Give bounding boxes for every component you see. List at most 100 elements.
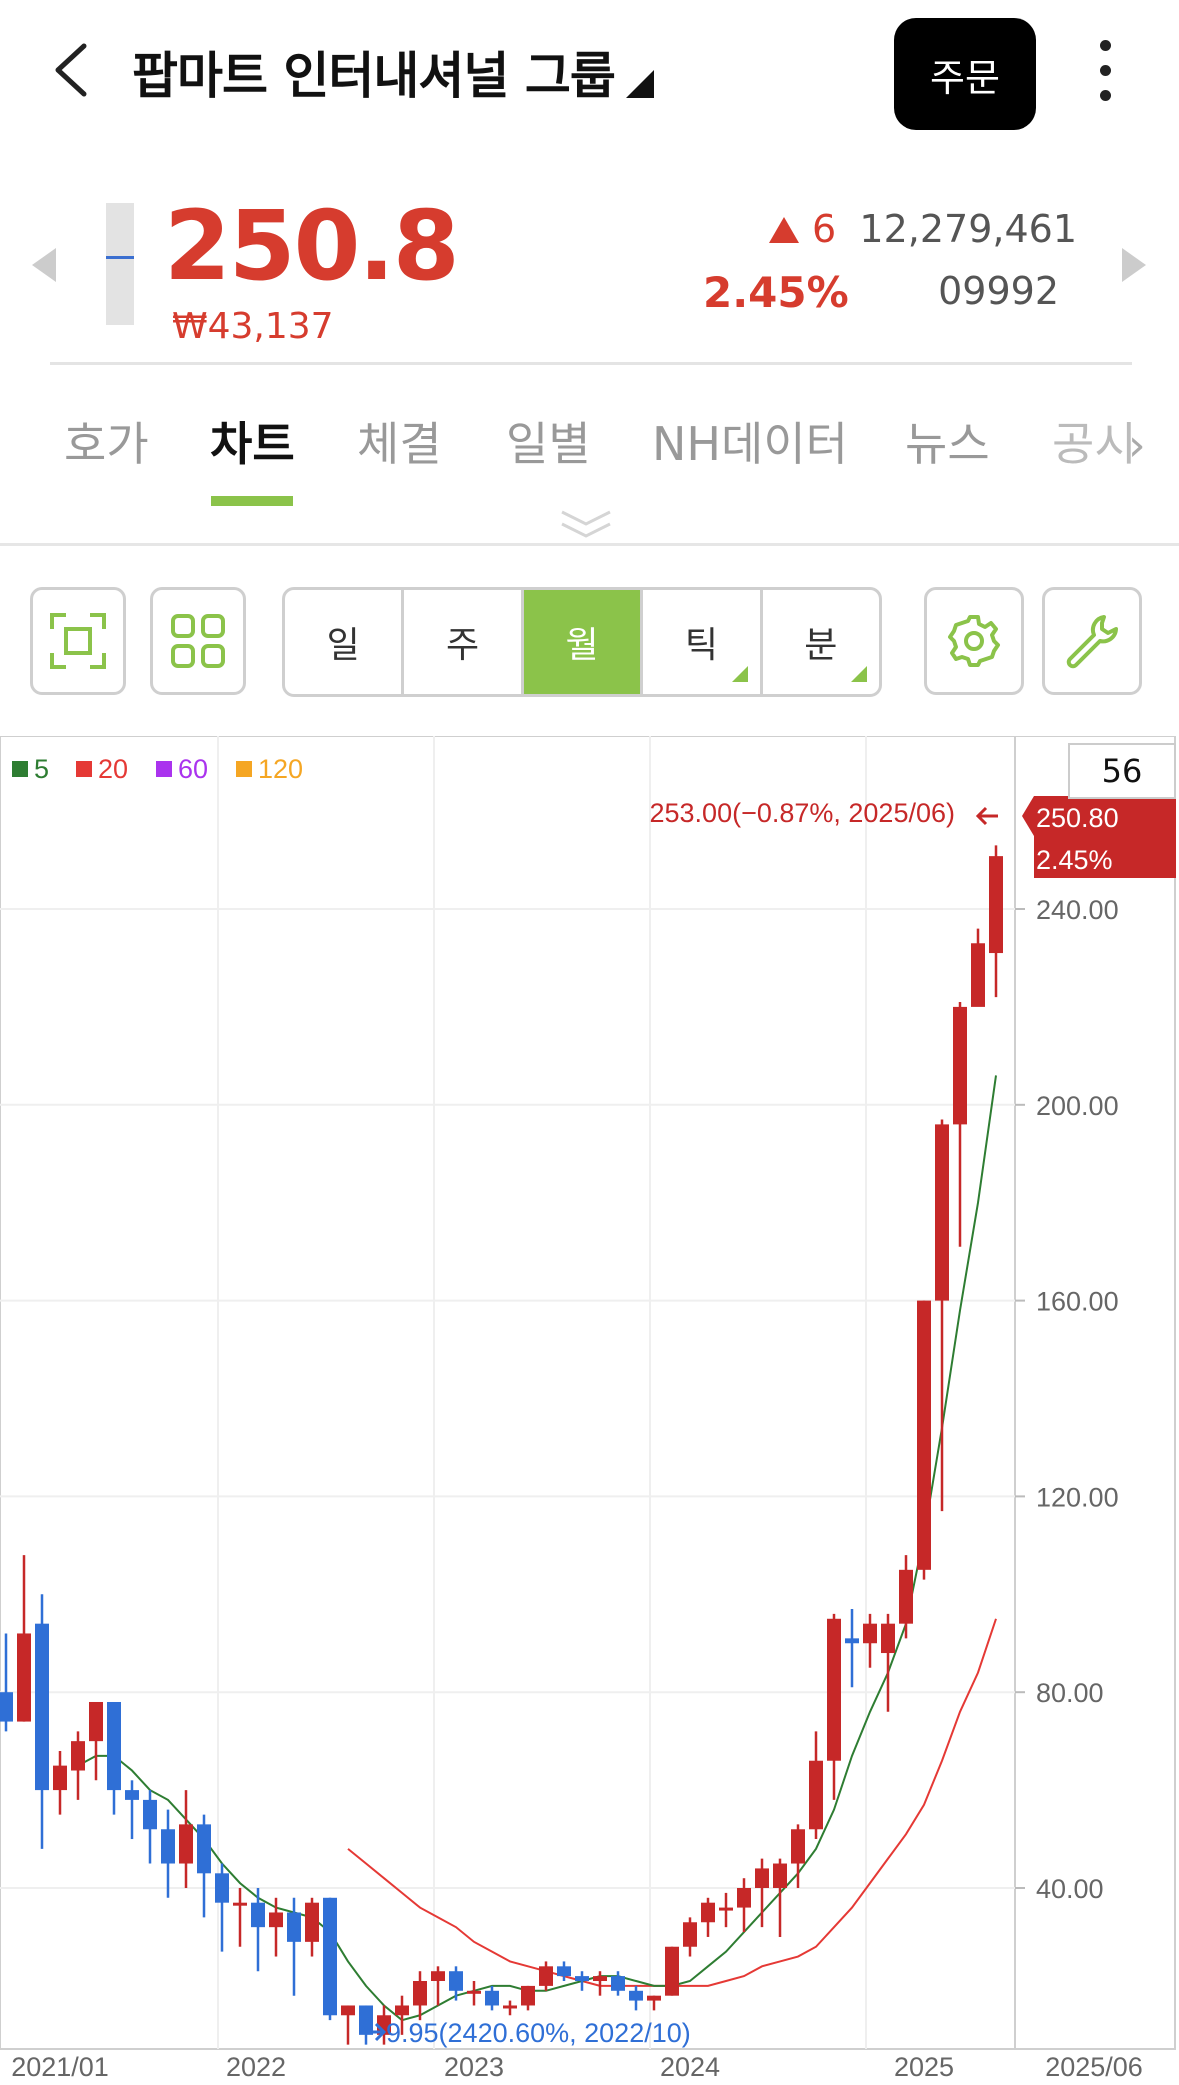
legend-label: 5 [34,754,49,784]
candle [575,1971,589,1991]
x-tick-label: 2024 [660,2052,720,2082]
candle [701,1897,715,1937]
candle [863,1613,877,1668]
candle [989,845,1003,998]
chart-settings-button[interactable] [924,587,1024,695]
tabs-scroll-right-icon[interactable]: › [1128,420,1146,471]
price-axis: 240.00 200.00 160.00 120.00 80.00 40.00 [1015,895,1119,1904]
period-daily-button[interactable]: 일 [285,590,405,694]
candle [539,1961,553,1991]
candle [71,1731,85,1800]
expand-chevron-icon[interactable] [556,508,616,540]
x-tick-label: 2025 [894,2052,954,2082]
candle [0,1633,13,1732]
tab-disclosure[interactable]: 공시 [1052,417,1137,471]
fullscreen-icon [50,613,106,669]
candle [521,1985,535,2011]
candle [791,1824,805,1888]
candle [611,1971,625,1996]
visible-candle-count[interactable]: 56 [1068,743,1176,799]
divider [50,362,1132,365]
divider [0,543,1179,546]
back-arrow-icon[interactable] [50,40,90,100]
tab-daily[interactable]: 일별 [506,417,591,471]
day-range-indicator [106,203,134,325]
candle [449,1966,463,2001]
next-stock-arrow-icon[interactable] [1122,248,1146,282]
candle [485,1985,499,2011]
high-pointer-arrow-icon [975,806,998,826]
candle [665,1946,679,1996]
y-tick-label: 240.00 [1036,895,1119,925]
y-tick-label: 40.00 [1036,1874,1104,1904]
candle [359,2005,373,2045]
ma5-line [77,1075,997,2022]
wrench-icon [1066,615,1118,669]
layout-button[interactable] [150,587,246,695]
low-pointer-arrow-icon [364,2022,387,2042]
tab-news[interactable]: 뉴스 [905,417,990,471]
legend-swatch [12,761,28,777]
period-tick-button[interactable]: 틱 [643,590,763,694]
gear-icon [948,615,1000,667]
tab-trades[interactable]: 체결 [357,417,442,471]
y-tick-label: 120.00 [1036,1482,1119,1512]
fullscreen-button[interactable] [30,587,126,695]
order-button[interactable]: 주문 [894,18,1036,130]
legend-label: 60 [178,754,208,784]
chart-tools-button[interactable] [1042,587,1142,695]
candle [809,1731,823,1840]
grid-icon [171,614,225,668]
period-tick-label: 틱 [684,625,718,666]
candle [503,2000,517,2016]
candle [845,1608,859,1688]
legend-swatch [76,761,92,777]
tab-nh-data[interactable]: NH데이터 [652,417,848,471]
legend-swatch [236,761,252,777]
candle [179,1790,193,1888]
previous-stock-arrow-icon[interactable] [32,248,56,282]
candle [683,1917,697,1957]
period-minute-label: 분 [804,625,838,666]
candle [269,1897,283,1957]
period-weekly-button[interactable]: 주 [404,590,524,694]
candle [287,1897,301,1996]
stock-code: 09992 [938,269,1059,313]
candle [737,1878,751,1933]
period-monthly-button[interactable]: 월 [523,590,644,694]
price-chart[interactable]: 5 20 60 120 240.00 200.00 160.00 120.00 80.00 40… [0,736,1179,2085]
active-tab-indicator [211,496,293,506]
trading-volume: 12,279,461 [859,207,1077,251]
candle [431,1966,445,2006]
candle [647,1995,661,2011]
legend-label: 120 [258,754,303,784]
y-tick-label: 80.00 [1036,1678,1104,1708]
candle [827,1613,841,1800]
candle [341,2005,355,2045]
candle [755,1858,769,1928]
candle [107,1701,121,1815]
candle [881,1613,895,1712]
chart-legend: 5 20 60 120 [12,754,303,784]
x-tick-label: 2022 [226,2052,286,2082]
candle [557,1961,571,1982]
candle [17,1555,31,1722]
candle [161,1809,175,1898]
y-tick-label: 200.00 [1036,1091,1119,1121]
low-annotation: 9.95(2420.60%, 2022/10) [386,2018,691,2048]
stock-title[interactable]: 팝마트 인터내셔널 그룹 [132,47,616,105]
more-options-icon[interactable] [1090,40,1120,110]
high-annotation: 253.00(−0.87%, 2025/06) [650,798,956,828]
tab-orderbook[interactable]: 호가 [64,417,149,471]
title-dropdown-icon[interactable] [626,70,654,98]
candle [935,1119,949,1512]
tab-chart[interactable]: 차트 [210,417,295,471]
candle [953,1002,967,1247]
candle [719,1892,733,1928]
candle [917,1300,931,1580]
candle [629,1985,643,2011]
up-triangle-icon [769,217,799,243]
current-price: 250.8 [164,190,460,302]
period-minute-button[interactable]: 분 [763,590,879,694]
candle [305,1897,319,1957]
